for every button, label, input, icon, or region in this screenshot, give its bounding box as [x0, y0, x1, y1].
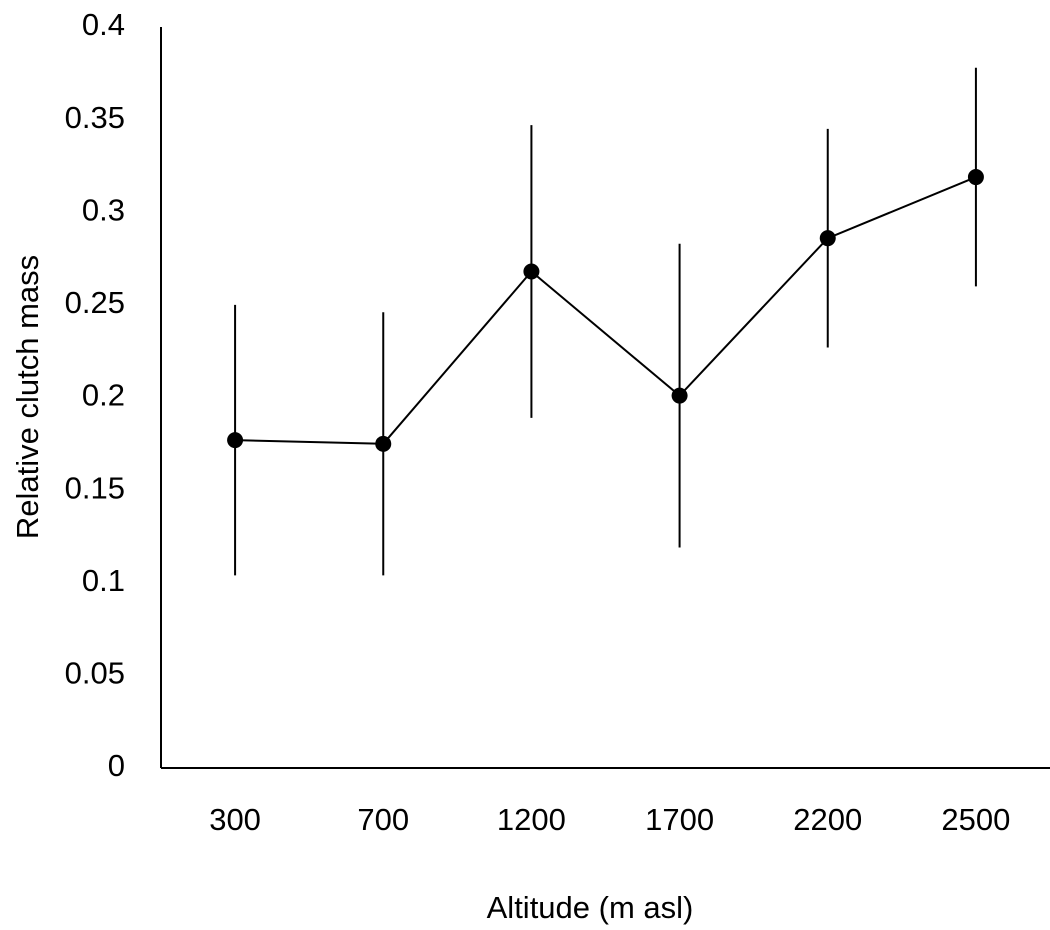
point — [671, 387, 688, 404]
y-tick-label: 0.35 — [65, 100, 125, 135]
x-tick-label: 2500 — [941, 802, 1010, 837]
y-tick-label: 0.2 — [82, 378, 125, 413]
x-tick-label: 1200 — [497, 802, 566, 837]
y-axis-title: Relative clutch mass — [10, 255, 45, 539]
y-tick-label: 0.05 — [65, 656, 125, 691]
point — [819, 230, 836, 247]
y-tick-label: 0.3 — [82, 192, 125, 227]
x-tick-label: 2200 — [793, 802, 862, 837]
y-tick-label: 0.25 — [65, 285, 125, 320]
line — [235, 176, 977, 445]
y-tick-label: 0.4 — [82, 7, 125, 42]
x-axis-title: Altitude (m asl) — [487, 890, 694, 925]
y-tick-label: 0 — [108, 748, 125, 783]
x-tick-label: 300 — [209, 802, 261, 837]
y-tick-label: 0.15 — [65, 470, 125, 505]
x-tick-label: 700 — [357, 802, 409, 837]
x-tick-label: 1700 — [645, 802, 714, 837]
point — [523, 263, 540, 280]
point — [375, 435, 392, 452]
point — [967, 169, 984, 186]
y-tick-label: 0.1 — [82, 563, 125, 598]
point — [227, 432, 244, 449]
